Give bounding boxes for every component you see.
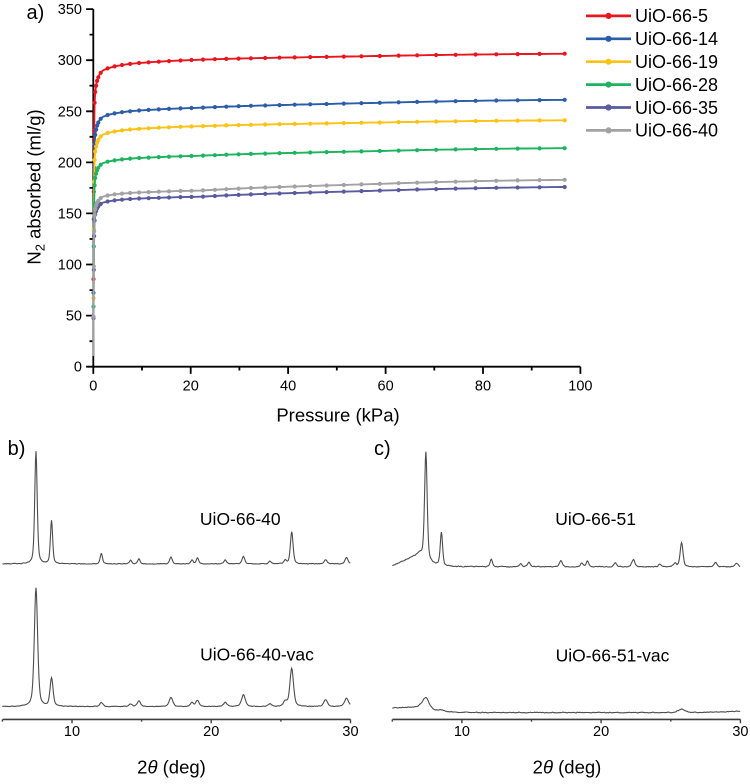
svg-text:UiO-66-40: UiO-66-40 bbox=[635, 121, 718, 141]
svg-text:20: 20 bbox=[183, 379, 199, 395]
svg-text:UiO-66-28: UiO-66-28 bbox=[635, 75, 718, 95]
svg-text:UiO-66-40-vac: UiO-66-40-vac bbox=[200, 645, 314, 665]
svg-text:250: 250 bbox=[58, 104, 82, 120]
svg-text:150: 150 bbox=[58, 206, 82, 222]
svg-text:0: 0 bbox=[74, 360, 82, 376]
svg-text:UiO-66-40: UiO-66-40 bbox=[200, 509, 281, 529]
svg-text:UiO-66-5: UiO-66-5 bbox=[635, 6, 708, 26]
svg-text:30: 30 bbox=[342, 724, 358, 740]
svg-text:10: 10 bbox=[64, 724, 80, 740]
svg-text:10: 10 bbox=[454, 724, 470, 740]
svg-text:2θ (deg): 2θ (deg) bbox=[137, 757, 206, 778]
svg-text:UiO-66-51: UiO-66-51 bbox=[555, 509, 636, 529]
svg-text:40: 40 bbox=[280, 379, 296, 395]
svg-text:UiO-66-19: UiO-66-19 bbox=[635, 52, 718, 72]
svg-text:UiO-66-51-vac: UiO-66-51-vac bbox=[556, 646, 670, 666]
svg-text:b): b) bbox=[8, 438, 26, 460]
svg-text:2θ (deg): 2θ (deg) bbox=[533, 757, 602, 778]
svg-text:UiO-66-35: UiO-66-35 bbox=[635, 98, 718, 118]
svg-text:80: 80 bbox=[475, 379, 491, 395]
svg-text:UiO-66-14: UiO-66-14 bbox=[635, 29, 718, 49]
svg-text:60: 60 bbox=[378, 379, 394, 395]
svg-text:300: 300 bbox=[58, 53, 82, 69]
svg-text:200: 200 bbox=[58, 155, 82, 171]
svg-text:N2 absorbed (ml/g): N2 absorbed (ml/g) bbox=[24, 109, 48, 264]
svg-text:50: 50 bbox=[66, 309, 82, 325]
svg-text:0: 0 bbox=[89, 379, 97, 395]
svg-text:350: 350 bbox=[58, 2, 82, 18]
svg-text:20: 20 bbox=[593, 724, 609, 740]
svg-text:100: 100 bbox=[58, 258, 82, 274]
svg-text:20: 20 bbox=[203, 724, 219, 740]
svg-text:Pressure (kPa): Pressure (kPa) bbox=[276, 405, 399, 426]
svg-text:30: 30 bbox=[732, 724, 748, 740]
svg-text:c): c) bbox=[374, 438, 391, 460]
svg-text:100: 100 bbox=[568, 379, 592, 395]
svg-text:a): a) bbox=[27, 2, 45, 24]
